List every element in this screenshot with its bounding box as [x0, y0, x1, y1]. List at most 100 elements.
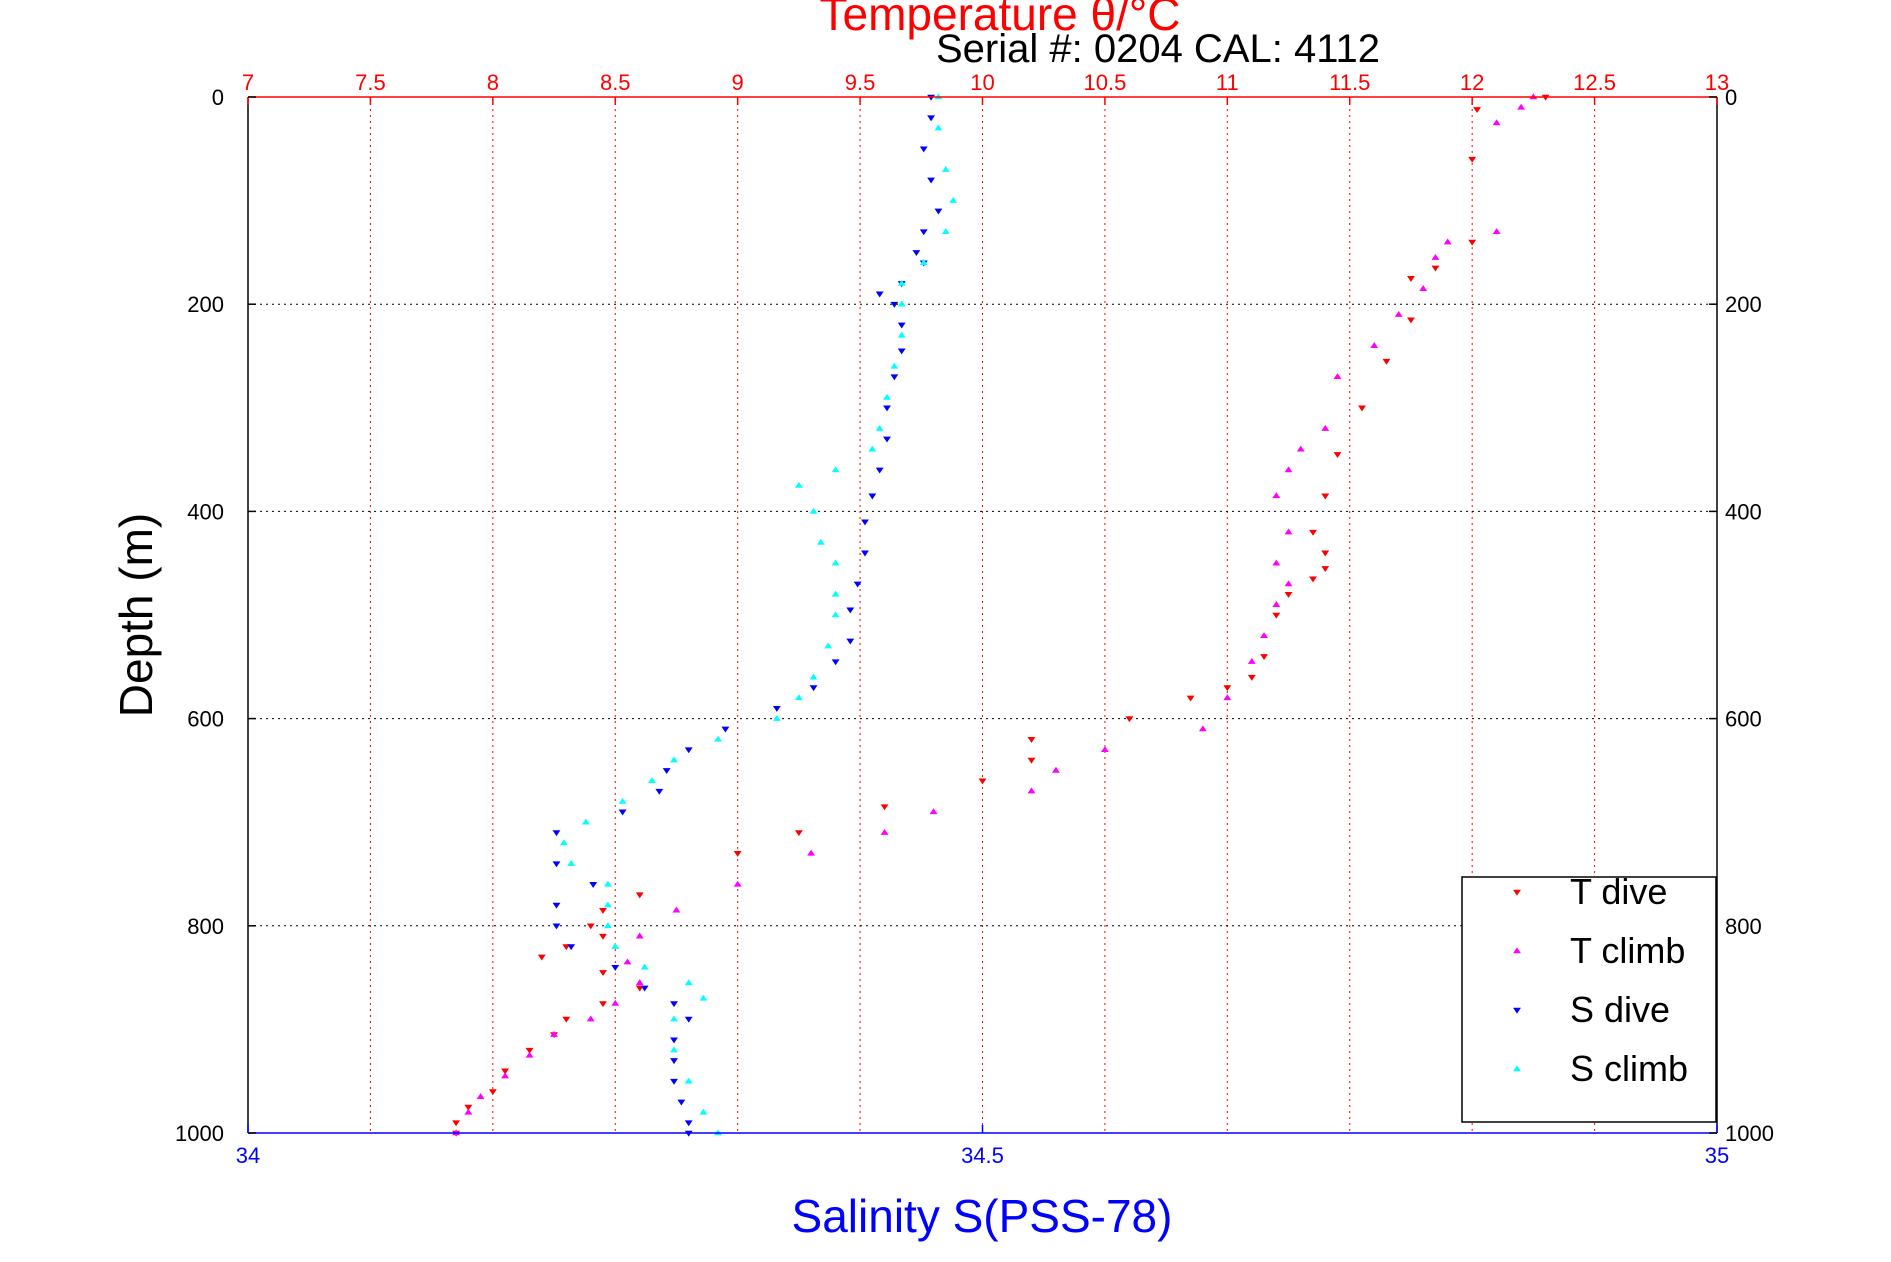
s-climb-point	[670, 1046, 678, 1053]
t-dive-point	[537, 954, 546, 961]
s-climb-point	[794, 481, 803, 488]
t-dive-point	[599, 1001, 607, 1008]
s-dive-point	[927, 177, 936, 184]
s-climb-point	[897, 300, 906, 307]
legend-marker-t-climb	[1513, 947, 1521, 954]
s-dive-point	[927, 115, 936, 122]
t-climb-point	[880, 828, 889, 835]
t-climb-point	[1431, 253, 1440, 260]
s-dive-point	[684, 1120, 693, 1127]
s-dive-point	[868, 493, 877, 500]
t-climb-point	[611, 999, 620, 1006]
t-dive-point	[1468, 239, 1477, 246]
t-climb-point	[525, 1051, 534, 1058]
s-dive-point	[640, 985, 649, 992]
s-dive-point	[809, 685, 818, 692]
s-dive-point	[846, 607, 855, 614]
t-climb-point	[635, 932, 644, 939]
s-climb-point	[831, 590, 840, 597]
s-dive-point	[846, 638, 855, 645]
t-dive-point	[1309, 529, 1317, 536]
s-climb-point	[934, 124, 943, 131]
legend-label-s-climb: S climb	[1570, 1048, 1688, 1089]
legend-box	[1461, 876, 1717, 1123]
s-climb-point	[611, 942, 620, 949]
t-climb-point	[1492, 119, 1501, 126]
s-dive-point	[552, 861, 561, 868]
t-dive-point	[1358, 405, 1366, 412]
s-dive-point	[890, 374, 899, 381]
t-dive-point	[1473, 107, 1481, 114]
t-dive-point	[464, 1104, 473, 1111]
s-dive-point	[883, 436, 891, 443]
s-climb-point	[684, 1077, 693, 1084]
t-dive-point	[488, 1089, 497, 1096]
s-climb-point	[897, 331, 906, 338]
t-climb-point	[1419, 285, 1428, 291]
s-dive-point	[912, 250, 921, 257]
t-climb-point	[1333, 373, 1342, 380]
s-climb-point	[890, 362, 899, 369]
s-dive-point	[897, 322, 906, 329]
depth-tick-label-right: 800	[1725, 914, 1762, 939]
s-climb-point	[603, 880, 612, 887]
s-climb-point	[684, 979, 693, 986]
s-dive-point	[890, 301, 899, 308]
s-dive-point	[552, 830, 561, 837]
t-dive-point	[880, 804, 889, 811]
t-climb-point	[1394, 310, 1403, 317]
s-dive-point	[861, 519, 869, 526]
s-climb-point	[670, 1015, 678, 1022]
t-climb-point	[464, 1108, 473, 1115]
s-climb-point	[831, 559, 840, 566]
s-dive-point	[552, 923, 561, 930]
s-climb-point	[640, 963, 649, 970]
s-climb-point	[618, 797, 627, 804]
t-climb-point	[929, 808, 938, 815]
s-dive-point	[883, 405, 891, 412]
t-climb-point	[1272, 492, 1281, 499]
x-axis-label: Salinity S(PSS-78)	[792, 1190, 1173, 1242]
s-dive-point	[552, 902, 561, 909]
s-climb-point	[603, 922, 612, 929]
temperature-tick-label: 9.5	[845, 70, 876, 95]
t-dive-point	[1321, 493, 1330, 500]
t-dive-point	[562, 1016, 571, 1023]
t-climb-point	[1284, 580, 1293, 587]
legend-label-t-climb: T climb	[1570, 930, 1685, 971]
t-dive-point	[1284, 591, 1293, 598]
t-climb-point	[1517, 103, 1526, 110]
s-climb-point	[831, 466, 840, 473]
chart-subtitle: Serial #: 0204 CAL: 4112	[936, 27, 1380, 71]
s-climb-point	[714, 735, 723, 742]
t-dive-point	[1186, 695, 1195, 702]
t-dive-point	[1309, 576, 1317, 583]
s-climb-point	[941, 228, 950, 234]
t-climb-point	[672, 906, 681, 913]
series-layer	[452, 93, 1550, 1137]
depth-tick-label-right: 600	[1725, 707, 1762, 732]
temperature-tick-label: 10	[970, 70, 994, 95]
s-dive-point	[655, 788, 664, 795]
temperature-tick-label: 11	[1216, 70, 1239, 95]
depth-tick-label-left: 400	[187, 499, 224, 524]
depth-tick-label-right: 1000	[1725, 1121, 1774, 1146]
s-dive-point	[677, 1099, 686, 1106]
t-climb-point	[1223, 694, 1232, 701]
legend-label-s-dive: S dive	[1570, 989, 1670, 1030]
t-climb-point	[476, 1093, 485, 1100]
s-dive-point	[670, 1001, 678, 1008]
t-dive-point	[1382, 358, 1391, 365]
s-dive-point	[919, 146, 928, 153]
temperature-tick-label: 8.5	[600, 70, 631, 95]
t-dive-point	[562, 944, 571, 951]
temperature-tick-label: 11.5	[1329, 70, 1370, 95]
salinity-tick-label: 34.5	[961, 1143, 1004, 1168]
series-t-climb	[452, 93, 1538, 1136]
s-dive-point	[875, 291, 884, 298]
s-dive-point	[684, 1016, 693, 1023]
s-dive-point	[934, 208, 943, 215]
t-climb-point	[1321, 424, 1330, 431]
t-dive-point	[1223, 685, 1232, 692]
